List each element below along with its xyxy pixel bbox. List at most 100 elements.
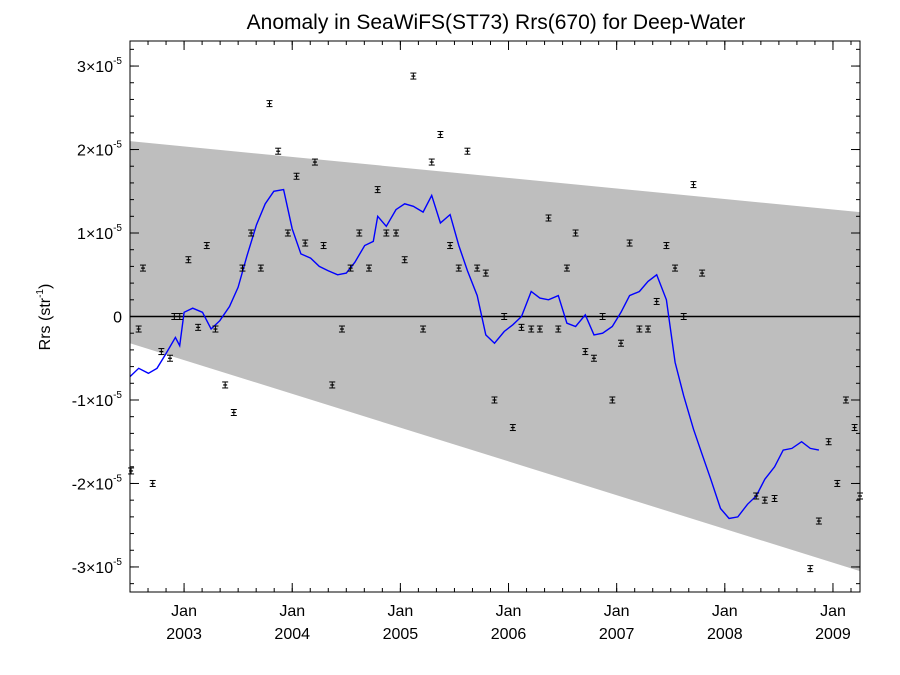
data-point xyxy=(680,313,687,320)
data-point xyxy=(293,172,300,180)
data-point xyxy=(807,565,814,573)
data-point xyxy=(815,517,822,525)
x-tick-month: Jan xyxy=(820,603,846,620)
y-tick-exponent: -5 xyxy=(113,390,122,401)
data-point xyxy=(501,313,508,320)
data-point xyxy=(356,229,363,237)
y-tick-label: -1×10-5 xyxy=(72,390,123,410)
data-point xyxy=(572,229,579,237)
data-point xyxy=(464,147,471,155)
data-point xyxy=(851,424,858,432)
y-tick-exponent: -5 xyxy=(113,223,122,234)
data-point xyxy=(410,72,417,80)
data-point xyxy=(393,229,400,237)
data-point xyxy=(582,348,589,356)
x-tick-month: Jan xyxy=(171,603,197,620)
data-point xyxy=(171,313,178,320)
x-tick-year: 2009 xyxy=(815,626,851,643)
data-point xyxy=(329,381,336,389)
data-point xyxy=(842,396,849,404)
y-tick-label: 2×10-5 xyxy=(77,140,122,160)
data-point xyxy=(212,325,219,333)
data-point xyxy=(284,229,291,237)
y-tick-exponent: -5 xyxy=(113,140,122,151)
data-point xyxy=(420,325,427,333)
data-point xyxy=(222,381,229,389)
data-point xyxy=(275,147,282,155)
x-tick-month: Jan xyxy=(387,603,413,620)
data-point xyxy=(761,496,768,504)
data-point xyxy=(455,264,462,272)
data-point xyxy=(617,339,624,347)
data-point xyxy=(555,325,562,333)
data-point xyxy=(266,100,273,108)
x-tick-month: Jan xyxy=(604,603,630,620)
data-point xyxy=(311,158,318,166)
data-point xyxy=(491,396,498,404)
data-point xyxy=(302,239,309,247)
y-tick-mantissa: -2×10 xyxy=(72,476,113,493)
y-tick-mantissa: 0 xyxy=(113,310,122,327)
data-point xyxy=(428,158,435,166)
data-point xyxy=(518,323,525,331)
data-point xyxy=(128,467,135,475)
data-point xyxy=(474,264,481,272)
data-point xyxy=(626,239,633,247)
data-point xyxy=(509,424,516,432)
data-point xyxy=(482,269,489,277)
y-tick-label: -2×10-5 xyxy=(72,473,123,493)
y-tick-label: 1×10-5 xyxy=(77,223,122,243)
data-point xyxy=(653,297,660,305)
x-tick-year: 2005 xyxy=(383,626,419,643)
y-tick-exponent: -5 xyxy=(113,56,122,67)
data-point xyxy=(753,492,760,500)
data-point xyxy=(663,242,670,250)
y-tick-label: 3×10-5 xyxy=(77,56,122,76)
chart-title: Anomaly in SeaWiFS(ST73) Rrs(670) for De… xyxy=(247,11,746,34)
data-point xyxy=(447,242,454,250)
x-tick-month: Jan xyxy=(712,603,738,620)
x-tick-month: Jan xyxy=(279,603,305,620)
x-tick-year: 2006 xyxy=(491,626,527,643)
y-tick-mantissa: 3×10 xyxy=(77,59,113,76)
data-point xyxy=(257,264,264,272)
x-tick-year: 2003 xyxy=(166,626,202,643)
data-point xyxy=(239,264,246,272)
data-point xyxy=(195,323,202,331)
y-axis-title-close: ) xyxy=(37,284,54,289)
data-point xyxy=(338,325,345,333)
data-point xyxy=(401,256,408,264)
data-point xyxy=(690,181,697,189)
confidence-band xyxy=(130,141,860,572)
data-point xyxy=(347,264,354,272)
y-tick-label: -3×10-5 xyxy=(72,557,123,577)
data-point xyxy=(176,313,183,320)
data-point xyxy=(528,325,535,333)
data-point xyxy=(248,229,255,237)
y-tick-mantissa: -3×10 xyxy=(72,560,113,577)
data-point xyxy=(320,242,327,250)
data-point xyxy=(167,354,174,362)
y-tick-mantissa: 2×10 xyxy=(77,143,113,160)
y-tick-exponent: -5 xyxy=(113,557,122,568)
y-tick-label: 0 xyxy=(113,310,122,327)
data-point xyxy=(158,348,165,356)
y-axis-title: Rrs (str-1) xyxy=(35,284,54,351)
data-point xyxy=(609,396,616,404)
data-point xyxy=(834,479,841,487)
y-axis-title-text: Rrs (str xyxy=(37,297,54,350)
smoothed-anomaly-line xyxy=(129,188,820,520)
data-point xyxy=(366,264,373,272)
data-point xyxy=(771,494,778,502)
data-point xyxy=(185,256,192,264)
data-point xyxy=(437,131,444,139)
x-tick-month: Jan xyxy=(496,603,522,620)
data-point xyxy=(545,214,552,222)
data-point xyxy=(645,325,652,333)
data-point xyxy=(563,264,570,272)
data-point xyxy=(230,409,237,417)
svg-text:Rrs (str-1): Rrs (str-1) xyxy=(35,284,54,351)
data-point xyxy=(590,354,597,362)
data-point xyxy=(599,313,606,320)
